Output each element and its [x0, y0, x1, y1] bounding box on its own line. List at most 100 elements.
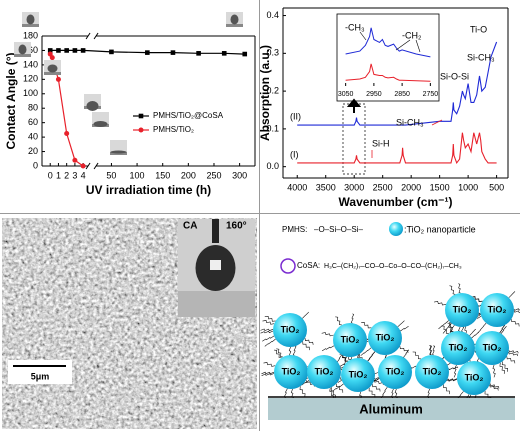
- chain: [444, 378, 458, 382]
- chain: [261, 373, 275, 376]
- chain: [304, 338, 314, 345]
- marker: [55, 76, 61, 82]
- particle: [445, 293, 479, 327]
- chain: [508, 351, 518, 357]
- particle: [273, 313, 307, 347]
- x-tick-label: 100: [130, 170, 145, 180]
- x-axis-title: Wavenumber (cm⁻¹): [339, 195, 453, 209]
- particle-label: TiO₂: [341, 334, 360, 344]
- chain: [302, 311, 309, 319]
- droplet-surface: [22, 24, 39, 27]
- y-tick-label: 0.0: [266, 161, 279, 171]
- axis-break: [85, 162, 91, 170]
- inset-pointer: [395, 39, 411, 51]
- chain: [448, 322, 454, 332]
- droplet: [230, 14, 239, 25]
- surface: [178, 291, 255, 317]
- chain: [350, 313, 355, 324]
- formula: H₃C–(CH₂)₇–CO–O–Co–O–CO–(CH₂)₇–CH₃: [324, 263, 462, 270]
- x-tick-label: 1000: [458, 182, 478, 192]
- chain: [469, 328, 476, 336]
- y-tick-label: 140: [23, 59, 38, 69]
- chain: [372, 384, 381, 392]
- chain: [500, 325, 507, 335]
- chain: [403, 349, 409, 358]
- particle: [368, 321, 402, 355]
- formula: –O–Si–O–Si–: [314, 225, 363, 234]
- peak-pointer: [431, 119, 443, 126]
- chain: [292, 345, 297, 356]
- chain: [368, 387, 376, 398]
- chain: [492, 364, 496, 378]
- droplet: [47, 64, 58, 73]
- peak-label: Ti-O: [470, 24, 487, 34]
- y-tick-label: 100: [23, 88, 38, 98]
- y-tick-label: 20: [28, 146, 38, 156]
- chain: [458, 283, 461, 294]
- y-axis-title: Contact Angle (°): [4, 52, 18, 149]
- ca-value: 160°: [226, 221, 247, 232]
- particle: [457, 361, 491, 395]
- chain: [447, 322, 453, 333]
- scale-label: 5μm: [31, 371, 50, 381]
- particle-label: TiO₂: [281, 324, 300, 334]
- substrate: [268, 398, 515, 420]
- axis-break: [93, 32, 99, 40]
- chain: [366, 351, 376, 363]
- data-line: [297, 132, 497, 165]
- chain: [274, 349, 282, 359]
- droplet: [18, 44, 27, 55]
- particle: [441, 331, 475, 365]
- substrate-label: Aluminum: [359, 401, 423, 416]
- chain: [321, 345, 335, 352]
- marker: [64, 48, 69, 53]
- chain: [471, 331, 479, 339]
- x-tick-label: 4: [81, 170, 86, 180]
- marker: [49, 55, 55, 61]
- chain: [283, 388, 288, 401]
- chain: [508, 291, 516, 298]
- chain: [361, 322, 372, 329]
- chain: [429, 345, 432, 356]
- x-tick-label: 2850: [394, 91, 410, 98]
- particle: [307, 355, 341, 389]
- chain: [506, 356, 516, 364]
- x-tick-label: 1: [56, 170, 61, 180]
- chain: [260, 328, 274, 332]
- x-tick-label: 200: [181, 170, 196, 180]
- inset-peak-label: -CH₂: [402, 30, 422, 40]
- series-label: (II): [290, 111, 301, 121]
- marker: [109, 49, 114, 55]
- x-tick-label: 3: [72, 170, 77, 180]
- marker: [80, 163, 86, 169]
- chain: [261, 371, 275, 375]
- chain: [432, 345, 436, 356]
- marker: [221, 51, 227, 56]
- chain: [262, 320, 275, 325]
- inset-pointer: [415, 39, 421, 53]
- chain: [264, 315, 276, 322]
- particle: [480, 293, 514, 327]
- y-tick-label: 0.4: [266, 10, 279, 20]
- legend-text: PMHS:: [282, 225, 307, 234]
- chain: [508, 350, 519, 354]
- droplet: [110, 150, 127, 154]
- particle: [341, 358, 375, 392]
- data-line: [345, 27, 431, 58]
- chain: [380, 387, 388, 399]
- ca-label: CA: [183, 221, 197, 232]
- scale-box: [8, 360, 72, 384]
- axis-break: [85, 32, 91, 40]
- particle-icon: [389, 222, 403, 236]
- inset-pointer: [359, 31, 367, 41]
- chain: [499, 324, 505, 334]
- chain: [511, 319, 520, 327]
- y-tick-label: 0: [33, 160, 38, 170]
- x-axis-title: UV irradiation time (h): [86, 183, 211, 197]
- y-tick-label: 120: [23, 74, 38, 84]
- chain: [360, 347, 372, 356]
- chain: [321, 332, 334, 337]
- chain: [513, 310, 520, 313]
- chain: [471, 296, 483, 302]
